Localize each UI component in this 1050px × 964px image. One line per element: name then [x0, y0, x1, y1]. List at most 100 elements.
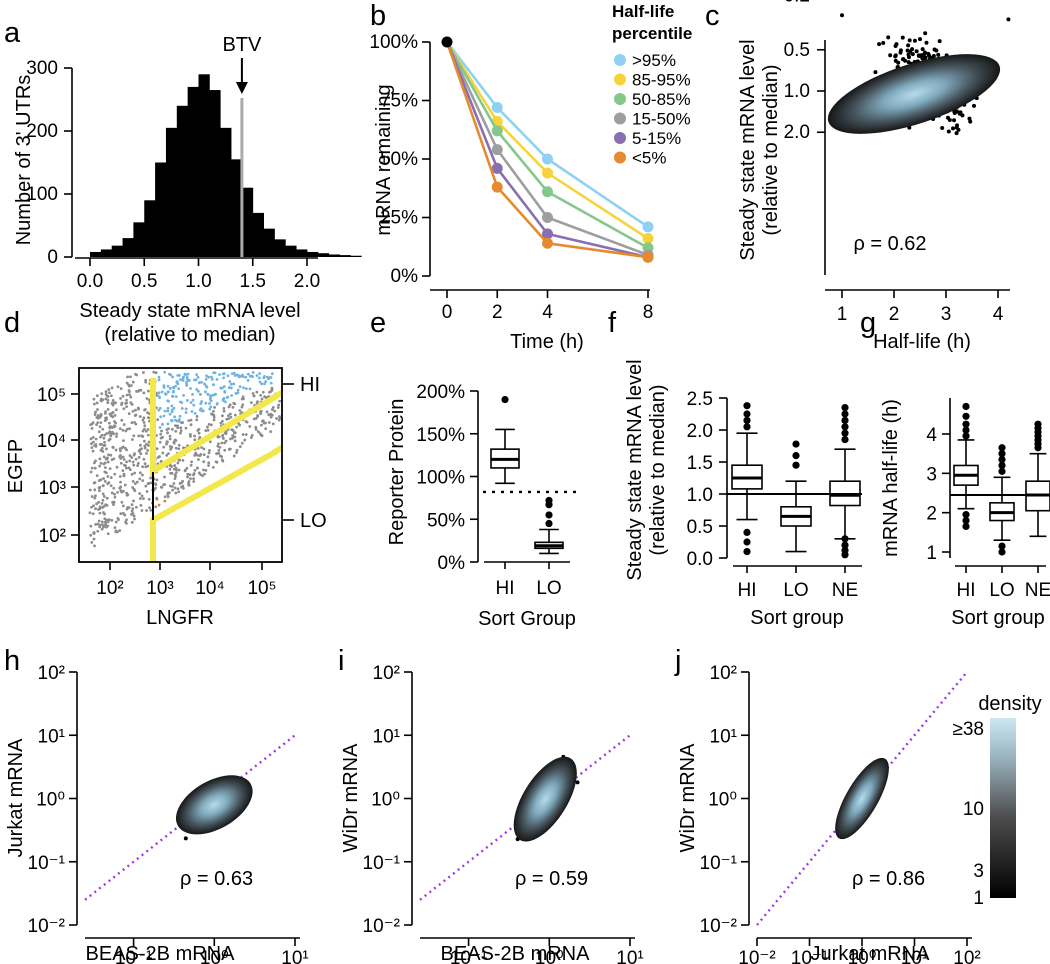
x-tick-label: 10³ [146, 578, 173, 599]
cytometry-point [102, 477, 105, 480]
colorbar-title: density [978, 693, 1041, 715]
cytometry-point [240, 405, 244, 409]
y-tick-label: 10² [38, 663, 65, 684]
cytometry-point [221, 434, 224, 438]
y-tick-label: 2.5 [687, 389, 713, 410]
cytometry-point [198, 392, 202, 396]
cytometry-point [116, 516, 120, 520]
cytometry-point [108, 421, 111, 425]
cytometry-point [113, 472, 117, 476]
cytometry-point [92, 531, 96, 534]
cytometry-point [193, 453, 197, 457]
cytometry-point [192, 477, 195, 481]
cytometry-point [96, 416, 100, 420]
cytometry-point [270, 413, 274, 417]
y-tick-label: 3 [926, 464, 937, 485]
cytometry-point [200, 400, 204, 403]
cytometry-point [225, 417, 229, 421]
outlier-point [545, 496, 553, 505]
cytometry-point [100, 442, 104, 446]
legend-label: 50-85% [632, 90, 691, 109]
y-tick-label: 300 [26, 58, 58, 79]
cytometry-point [202, 468, 205, 472]
cytometry-point [149, 481, 153, 485]
cytometry-point [112, 503, 115, 507]
cytometry-point [212, 383, 215, 387]
cytometry-point [100, 397, 103, 401]
x-tick-label: 10⁰ [200, 948, 229, 964]
histogram-bar [285, 245, 297, 257]
cytometry-point [186, 372, 190, 376]
panel-label-e: e [370, 307, 386, 339]
y-tick-label: 10⁰ [371, 790, 400, 811]
cytometry-point [233, 435, 237, 439]
cytometry-point [127, 412, 131, 416]
cytometry-point [175, 468, 178, 472]
cytometry-point [194, 378, 198, 382]
y-tick-label: 10⁻² [363, 916, 401, 937]
cytometry-point [208, 440, 212, 444]
cytometry-point [113, 495, 117, 499]
cytometry-point [133, 471, 137, 475]
outlier-point [841, 436, 849, 444]
histogram-bar [220, 127, 232, 257]
x-tick-label: 10⁻¹ [791, 948, 829, 964]
y-tick-label: 50% [427, 510, 465, 531]
cytometry-point [118, 454, 122, 458]
cytometry-point [197, 431, 201, 435]
scatter-point [893, 58, 898, 63]
cytometry-point [195, 466, 199, 470]
scatter-point [906, 43, 911, 48]
x-axis-label: LNGFR [146, 607, 214, 629]
legend-label: <5% [632, 149, 667, 168]
cytometry-point [124, 429, 128, 433]
cytometry-point [181, 484, 185, 488]
cytometry-point [138, 497, 142, 500]
scatter-point [971, 103, 976, 108]
colorbar-tick-label: 10 [963, 799, 984, 820]
cytometry-point [141, 473, 144, 477]
cytometry-point [221, 419, 224, 423]
legend-label: 5-15% [632, 129, 681, 148]
cytometry-point [259, 423, 263, 427]
scatter-point [873, 70, 878, 75]
cytometry-point [119, 397, 122, 400]
outlier-point [998, 467, 1006, 475]
cytometry-point [130, 509, 134, 513]
cytometry-point [197, 458, 200, 461]
cytometry-point [192, 403, 196, 407]
cytometry-point [212, 418, 216, 422]
cytometry-point [173, 486, 177, 490]
cytometry-point [242, 397, 245, 401]
cytometry-point [173, 415, 177, 419]
cytometry-point [193, 434, 196, 438]
cytometry-point [193, 468, 197, 472]
cytometry-point [137, 455, 141, 459]
cytometry-point [144, 484, 148, 488]
cytometry-point [241, 403, 245, 407]
histogram-bar [176, 105, 189, 257]
cytometry-point [235, 425, 239, 429]
cytometry-point [156, 418, 160, 421]
scatter-point [940, 125, 945, 130]
y-tick-label: 50% [380, 149, 418, 170]
gate-lo [150, 444, 281, 561]
cytometry-point [122, 458, 126, 461]
cytometry-point [171, 394, 174, 398]
cytometry-point [131, 460, 135, 464]
cytometry-point [271, 405, 275, 409]
cytometry-point [137, 407, 140, 411]
cytometry-point [109, 476, 113, 479]
series-point [542, 237, 553, 249]
scatter-point [840, 13, 844, 18]
y-tick-label: 100 [26, 184, 58, 205]
cytometry-point [125, 460, 129, 464]
cytometry-point [218, 373, 222, 376]
histogram-bar [328, 254, 340, 257]
x-axis-label: Time (h) [510, 331, 584, 353]
scatter-point [936, 52, 941, 57]
legend-label: 85-95% [632, 71, 691, 90]
scatter-point [922, 52, 927, 57]
cytometry-point [127, 390, 131, 394]
cytometry-point [128, 459, 132, 463]
